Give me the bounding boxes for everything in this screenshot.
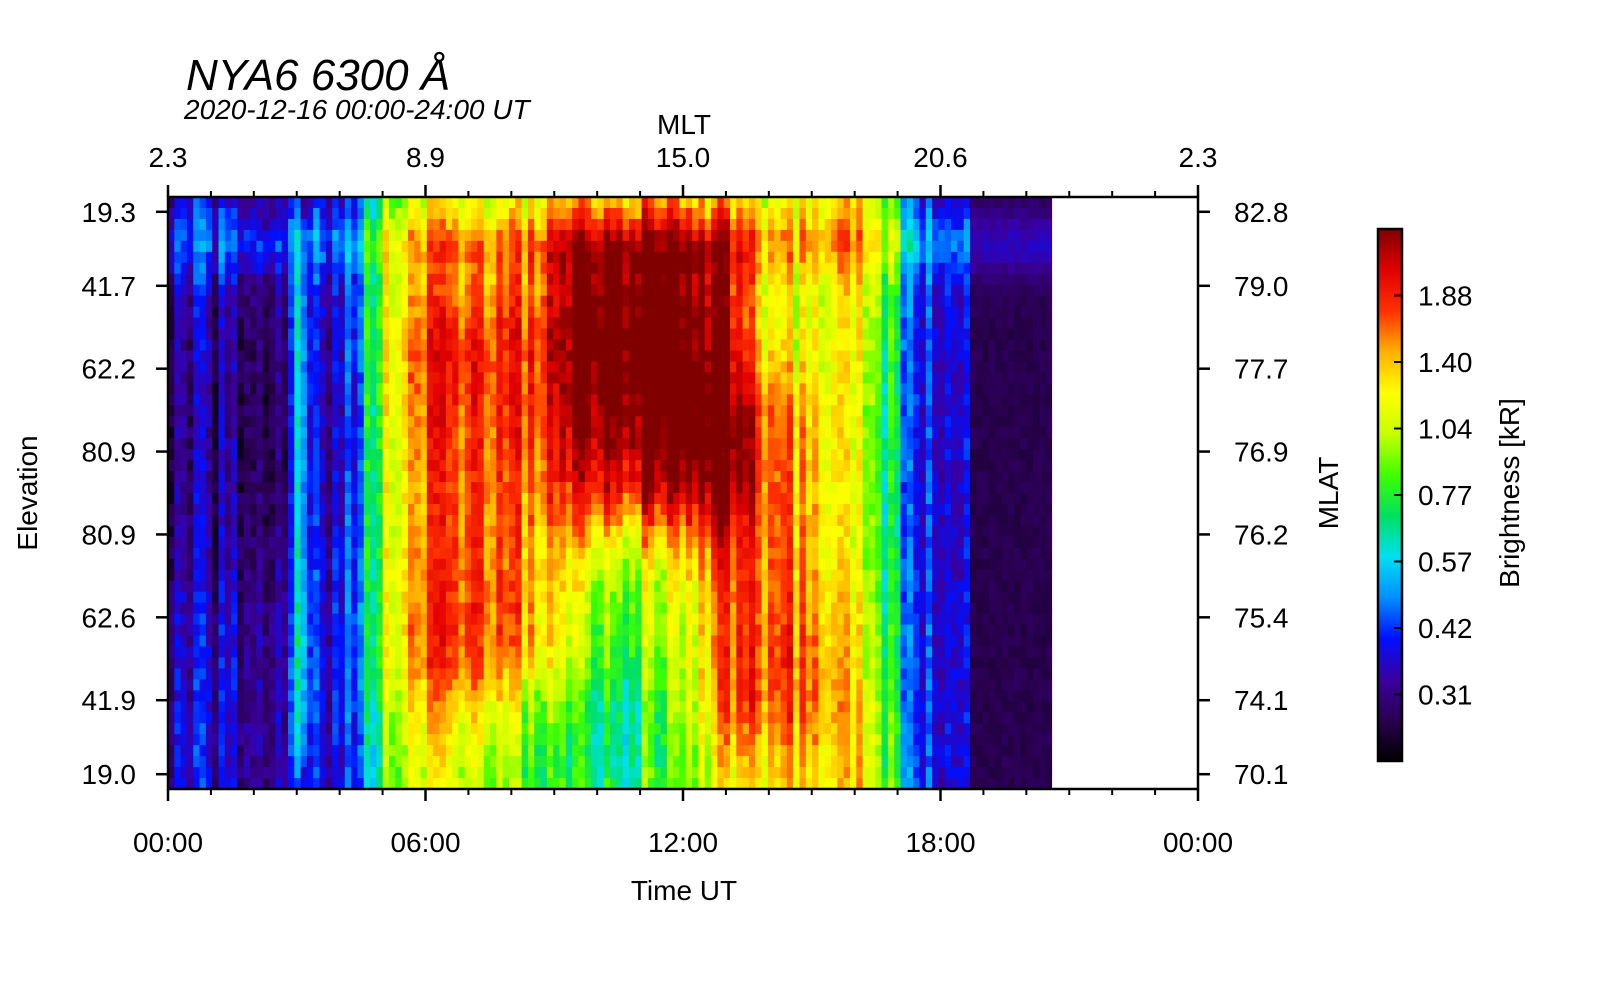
y-tick-label: 80.9	[82, 519, 137, 550]
chart-title: NYA6 6300 Å	[186, 51, 450, 100]
y-tick-label: 41.7	[82, 271, 137, 302]
chart-subtitle: 2020-12-16 00:00-24:00 UT	[183, 94, 531, 125]
keogram-heatmap	[168, 197, 1198, 789]
top-axis-label: MLT	[657, 109, 711, 140]
y-tick-label: 19.3	[82, 197, 137, 228]
colorbar-tick-label: 0.77	[1418, 480, 1473, 511]
colorbar: 0.31 0.42 0.57 0.77 1.04 1.40 1.88	[1376, 227, 1473, 763]
colorbar-label: Brightness [kR]	[1494, 398, 1525, 588]
right-tick-label: 79.0	[1234, 271, 1289, 302]
right-tick-label: 76.9	[1234, 437, 1289, 468]
top-tick-label: 8.9	[406, 142, 445, 173]
y-tick-label: 19.0	[82, 759, 137, 790]
colorbar-tick-label: 1.04	[1418, 414, 1473, 445]
top-tick-label: 2.3	[1179, 142, 1218, 173]
top-tick-label: 15.0	[656, 142, 711, 173]
right-tick-label: 74.1	[1234, 685, 1289, 716]
y-tick-label: 41.9	[82, 685, 137, 716]
right-tick-label: 70.1	[1234, 759, 1289, 790]
x-tick-label: 18:00	[905, 827, 975, 858]
right-tick-label: 77.7	[1234, 354, 1289, 385]
x-axis-label: Time UT	[631, 875, 737, 906]
colorbar-tick-label: 0.42	[1418, 613, 1473, 644]
top-tick-label: 2.3	[149, 142, 188, 173]
right-tick-label: 82.8	[1234, 197, 1289, 228]
y-tick-label: 62.2	[82, 354, 137, 385]
colorbar-tick-label: 0.57	[1418, 547, 1473, 578]
y-tick-label: 62.6	[82, 602, 137, 633]
colorbar-tick-label: 0.31	[1418, 680, 1473, 711]
colorbar-tick-label: 1.88	[1418, 281, 1473, 312]
right-tick-label: 76.2	[1234, 519, 1289, 550]
x-tick-label: 06:00	[390, 827, 460, 858]
y-tick-label: 80.9	[82, 437, 137, 468]
colorbar-tick-label: 1.40	[1418, 347, 1473, 378]
x-tick-label: 00:00	[1163, 827, 1233, 858]
right-tick-label: 75.4	[1234, 602, 1289, 633]
right-axis-label: MLAT	[1313, 457, 1344, 530]
axes-group: 00:00 2.3 06:00 8.9 12:00 15.0 18:00 20.6 00:00 2…	[82, 142, 1289, 858]
top-tick-label: 20.6	[913, 142, 968, 173]
y-axis-label: Elevation	[12, 435, 43, 550]
x-tick-label: 00:00	[133, 827, 203, 858]
x-tick-label: 12:00	[648, 827, 718, 858]
